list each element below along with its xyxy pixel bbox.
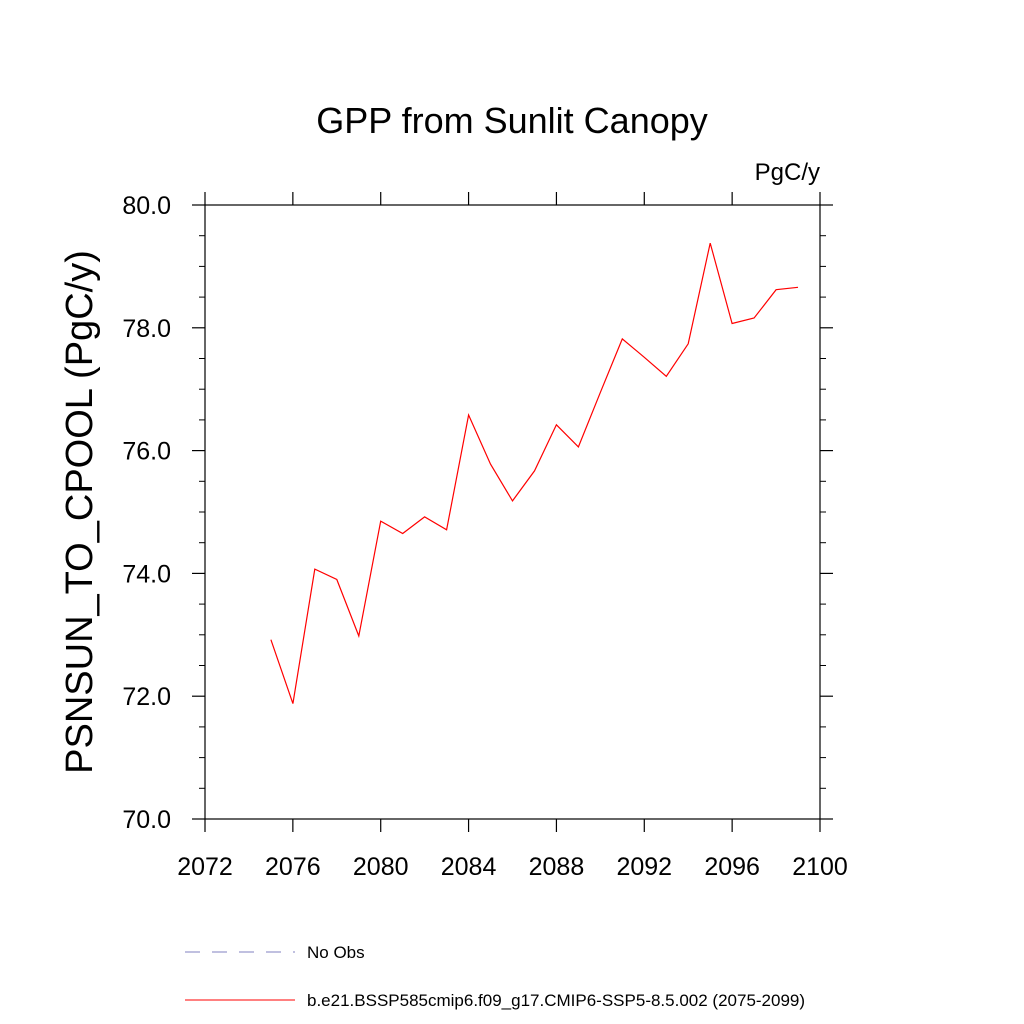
x-tick-label: 2088 bbox=[529, 853, 585, 881]
legend: No Obs b.e21.BSSP585cmip6.f09_g17.CMIP6-S… bbox=[185, 943, 805, 1010]
y-tick-label: 76.0 bbox=[122, 438, 171, 466]
x-tick-label: 2092 bbox=[616, 853, 672, 881]
x-tick-label: 2080 bbox=[353, 853, 409, 881]
x-tick-label: 2084 bbox=[441, 853, 497, 881]
x-tick-label: 2096 bbox=[704, 853, 760, 881]
x-tick-label: 2100 bbox=[792, 853, 848, 881]
y-tick-label: 80.0 bbox=[122, 192, 171, 220]
legend-label: No Obs bbox=[307, 943, 365, 962]
x-tick-label: 2076 bbox=[265, 853, 321, 881]
units-label: PgC/y bbox=[755, 159, 820, 186]
chart-title: GPP from Sunlit Canopy bbox=[316, 100, 708, 141]
y-tick-label: 70.0 bbox=[122, 806, 171, 834]
series-line bbox=[270, 242, 799, 704]
x-tick-label: 2072 bbox=[177, 853, 233, 881]
x-tick-labels: 2072 2076 2080 2084 2088 2092 2096 2100 bbox=[177, 853, 848, 881]
y-axis-label: PSNSUN_TO_CPOOL (PgC/y) bbox=[59, 250, 101, 774]
data-series bbox=[270, 242, 799, 704]
plot-frame bbox=[204, 204, 821, 820]
y-tick-label: 72.0 bbox=[122, 683, 171, 711]
y-tick-labels: 70.0 72.0 74.0 76.0 78.0 80.0 bbox=[122, 192, 171, 834]
axis-ticks bbox=[192, 192, 833, 832]
y-tick-label: 74.0 bbox=[122, 560, 171, 588]
legend-label: b.e21.BSSP585cmip6.f09_g17.CMIP6-SSP5-8.… bbox=[307, 991, 805, 1010]
y-tick-label: 78.0 bbox=[122, 315, 171, 343]
